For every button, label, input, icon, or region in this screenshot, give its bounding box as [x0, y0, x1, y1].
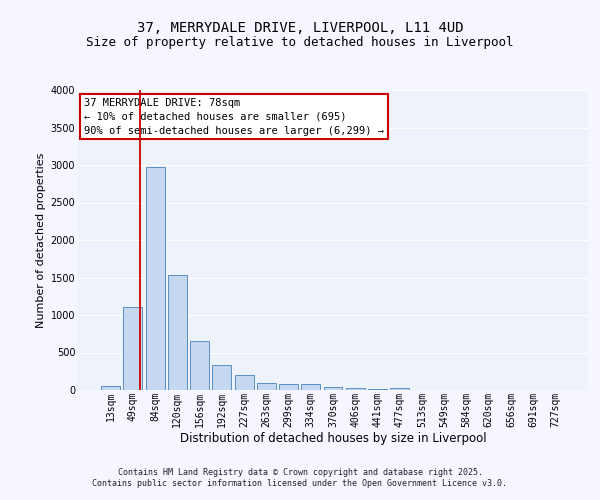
Bar [368, 388, 387, 390]
Bar [212, 364, 231, 390]
Text: 37 MERRYDALE DRIVE: 78sqm
← 10% of detached houses are smaller (695)
90% of semi: 37 MERRYDALE DRIVE: 78sqm ← 10% of detac… [84, 98, 384, 136]
Bar [235, 376, 254, 390]
Bar [101, 386, 120, 390]
Text: Size of property relative to detached houses in Liverpool: Size of property relative to detached ho… [86, 36, 514, 49]
X-axis label: Distribution of detached houses by size in Liverpool: Distribution of detached houses by size … [179, 432, 487, 445]
Bar [257, 383, 276, 390]
Y-axis label: Number of detached properties: Number of detached properties [37, 152, 46, 328]
Bar [124, 306, 142, 390]
Bar [390, 388, 409, 390]
Bar [346, 388, 365, 390]
Bar [323, 388, 343, 390]
Bar [146, 167, 164, 390]
Text: 37, MERRYDALE DRIVE, LIVERPOOL, L11 4UD: 37, MERRYDALE DRIVE, LIVERPOOL, L11 4UD [137, 20, 463, 34]
Bar [168, 275, 187, 390]
Bar [190, 341, 209, 390]
Bar [279, 384, 298, 390]
Bar [301, 384, 320, 390]
Text: Contains HM Land Registry data © Crown copyright and database right 2025.
Contai: Contains HM Land Registry data © Crown c… [92, 468, 508, 487]
